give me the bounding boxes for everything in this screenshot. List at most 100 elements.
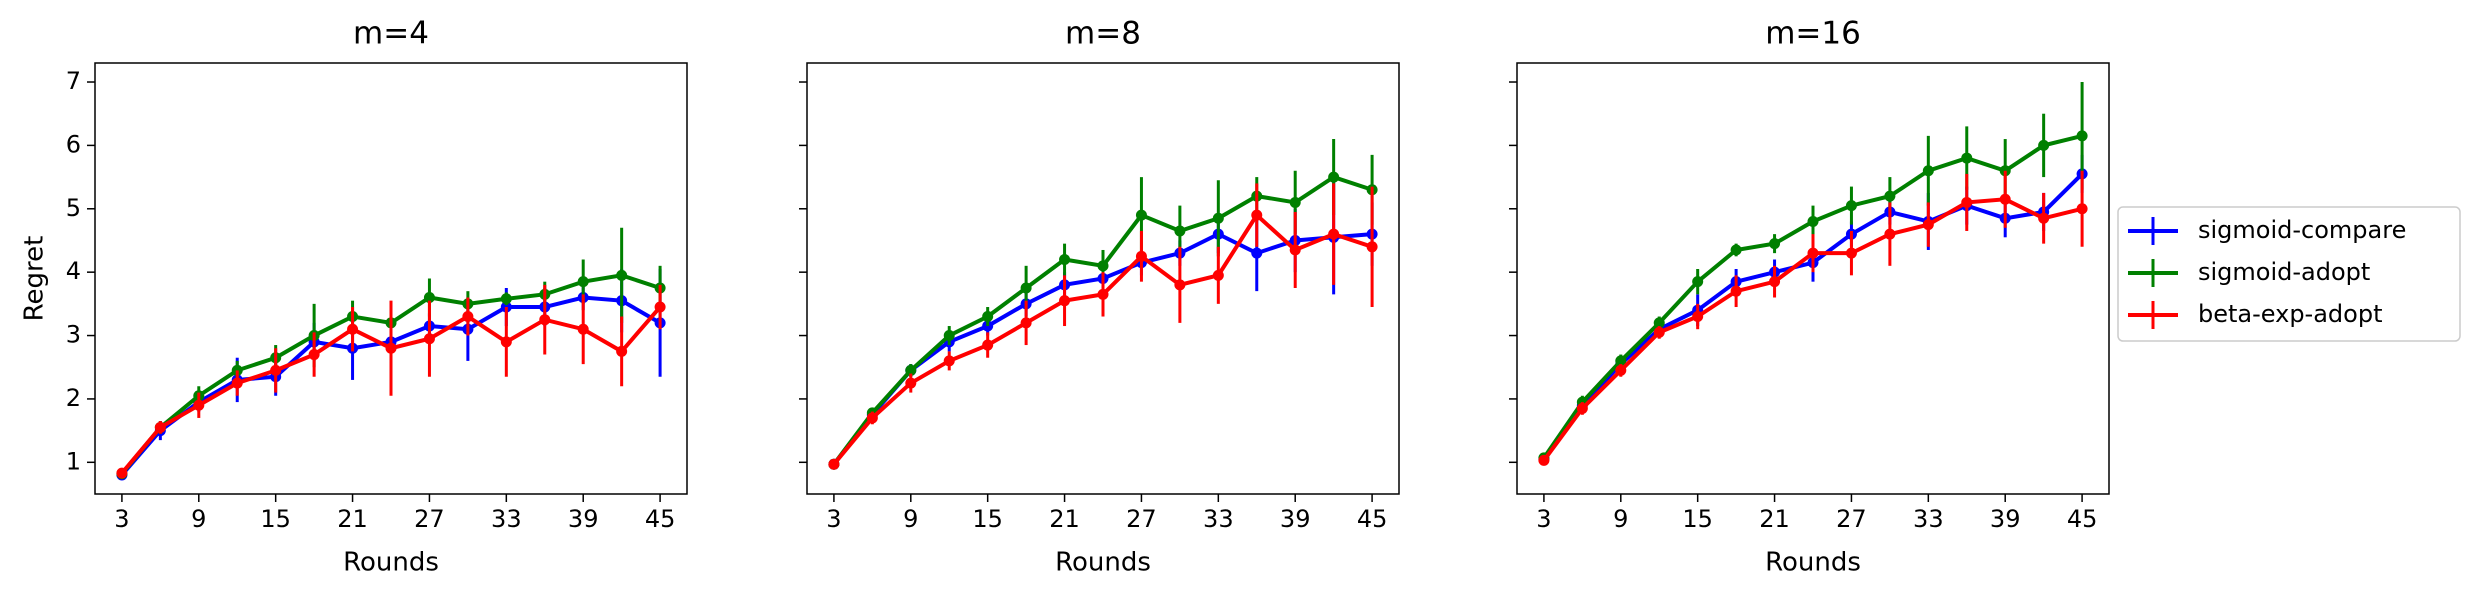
marker	[1174, 225, 1186, 237]
marker	[1020, 282, 1032, 294]
marker	[828, 458, 840, 470]
marker	[1174, 279, 1186, 291]
marker	[943, 330, 955, 342]
marker	[1212, 212, 1224, 224]
marker	[423, 333, 435, 345]
x-tick-label: 3	[114, 505, 129, 533]
marker	[1999, 193, 2011, 205]
marker	[1922, 219, 1934, 231]
x-tick-label: 15	[260, 505, 291, 533]
marker	[982, 311, 994, 323]
marker	[1135, 250, 1147, 262]
marker	[1251, 247, 1263, 259]
marker	[2038, 139, 2050, 151]
x-tick-label: 3	[826, 505, 841, 533]
marker	[1653, 326, 1665, 338]
marker	[539, 314, 551, 326]
marker	[2038, 212, 2050, 224]
marker	[1922, 165, 1934, 177]
marker	[1692, 311, 1704, 323]
y-tick-label: 7	[66, 67, 81, 95]
chart-title: m=8	[1065, 16, 1141, 52]
marker	[1135, 209, 1147, 221]
x-tick-label: 33	[1913, 505, 1944, 533]
marker	[1020, 317, 1032, 329]
marker	[193, 399, 205, 411]
marker	[654, 301, 666, 313]
plot-frame	[94, 62, 688, 495]
marker	[1615, 364, 1627, 376]
marker	[1328, 228, 1340, 240]
x-tick-label: 15	[972, 505, 1003, 533]
y-axis-label: Regret	[20, 236, 50, 322]
marker	[1845, 247, 1857, 259]
series	[1538, 170, 2088, 466]
series	[828, 183, 1378, 470]
line	[832, 174, 1373, 466]
legend-label: sigmoid-compare	[2198, 216, 2406, 244]
marker	[1289, 196, 1301, 208]
marker	[905, 364, 917, 376]
marker	[943, 355, 955, 367]
chart-title: m=4	[353, 16, 429, 52]
plot-frame	[1516, 62, 2110, 495]
x-tick-label: 39	[1280, 505, 1311, 533]
marker	[1653, 317, 1665, 329]
x-tick-label: 9	[1613, 505, 1628, 533]
marker	[154, 421, 166, 433]
x-tick-label: 21	[1759, 505, 1790, 533]
marker	[231, 377, 243, 389]
marker	[1576, 402, 1588, 414]
marker	[1961, 196, 1973, 208]
marker	[2076, 203, 2088, 215]
y-tick-label: 5	[66, 194, 81, 222]
chart-title: m=16	[1765, 16, 1861, 52]
marker	[1961, 152, 1973, 164]
marker	[462, 311, 474, 323]
marker	[1097, 260, 1109, 272]
marker	[577, 323, 589, 335]
marker	[1807, 247, 1819, 259]
x-tick-label: 45	[2067, 505, 2098, 533]
marker	[1884, 190, 1896, 202]
marker	[1289, 244, 1301, 256]
x-tick-label: 27	[1836, 505, 1867, 533]
marker	[1212, 269, 1224, 281]
marker	[1615, 355, 1627, 367]
marker	[1769, 276, 1781, 288]
marker	[1538, 454, 1550, 466]
marker	[500, 336, 512, 348]
x-axis-label: Rounds	[1765, 548, 1861, 578]
legend-label: sigmoid-adopt	[2198, 258, 2370, 286]
x-tick-label: 45	[645, 505, 676, 533]
marker	[1845, 200, 1857, 212]
marker	[1097, 288, 1109, 300]
y-tick-label: 4	[66, 257, 81, 285]
line	[1542, 133, 2083, 460]
marker	[616, 345, 628, 357]
marker	[308, 349, 320, 361]
marker	[385, 342, 397, 354]
y-tick-label: 2	[66, 384, 81, 412]
x-axis-label: Rounds	[343, 548, 439, 578]
x-tick-label: 27	[414, 505, 445, 533]
x-tick-label: 21	[1049, 505, 1080, 533]
x-tick-label: 3	[1536, 505, 1551, 533]
x-tick-label: 45	[1357, 505, 1388, 533]
marker	[616, 269, 628, 281]
x-tick-label: 21	[337, 505, 368, 533]
marker	[1807, 215, 1819, 227]
series	[1538, 82, 2088, 464]
x-tick-label: 39	[1990, 505, 2021, 533]
x-tick-label: 33	[491, 505, 522, 533]
marker	[1059, 295, 1071, 307]
marker	[1328, 171, 1340, 183]
marker	[1366, 241, 1378, 253]
x-tick-label: 27	[1126, 505, 1157, 533]
marker	[116, 467, 128, 479]
marker	[905, 377, 917, 389]
marker	[1692, 276, 1704, 288]
x-tick-label: 15	[1682, 505, 1713, 533]
series	[116, 284, 666, 479]
